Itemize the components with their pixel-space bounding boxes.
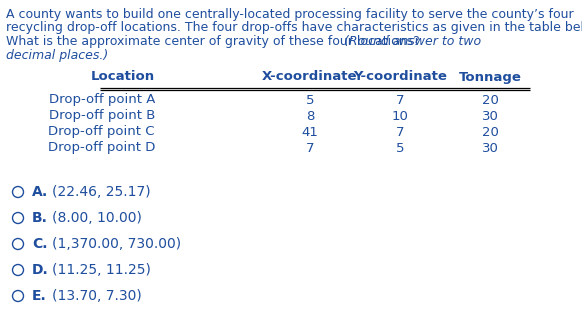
Text: recycling drop-off locations. The four drop-offs have characteristics as given i: recycling drop-off locations. The four d…	[6, 22, 582, 34]
Text: 5: 5	[306, 93, 314, 107]
Text: (8.00, 10.00): (8.00, 10.00)	[52, 211, 142, 225]
Text: 7: 7	[396, 93, 404, 107]
Text: What is the approximate center of gravity of these four locations?: What is the approximate center of gravit…	[6, 35, 424, 48]
Text: 8: 8	[306, 110, 314, 122]
Text: Drop-off point D: Drop-off point D	[48, 141, 155, 155]
Text: B.: B.	[32, 211, 48, 225]
Text: (1,370.00, 730.00): (1,370.00, 730.00)	[52, 237, 181, 251]
Text: 7: 7	[396, 125, 404, 138]
Text: 5: 5	[396, 141, 404, 155]
Text: (Round answer to two: (Round answer to two	[345, 35, 481, 48]
Text: E.: E.	[32, 289, 47, 303]
Text: A.: A.	[32, 185, 48, 199]
Text: 10: 10	[392, 110, 409, 122]
Text: (13.70, 7.30): (13.70, 7.30)	[52, 289, 142, 303]
Text: 30: 30	[481, 141, 498, 155]
Text: 20: 20	[481, 125, 498, 138]
Text: D.: D.	[32, 263, 49, 277]
Text: A county wants to build one centrally-located processing facility to serve the c: A county wants to build one centrally-lo…	[6, 8, 574, 21]
Text: Location: Location	[91, 71, 155, 83]
Text: Y-coordinate: Y-coordinate	[353, 71, 447, 83]
Text: 30: 30	[481, 110, 498, 122]
Text: 20: 20	[481, 93, 498, 107]
Text: 7: 7	[306, 141, 314, 155]
Text: (11.25, 11.25): (11.25, 11.25)	[52, 263, 151, 277]
Text: C.: C.	[32, 237, 48, 251]
Text: Drop-off point C: Drop-off point C	[48, 125, 155, 138]
Text: X-coordinate: X-coordinate	[262, 71, 358, 83]
Text: (22.46, 25.17): (22.46, 25.17)	[52, 185, 151, 199]
Text: Drop-off point B: Drop-off point B	[49, 110, 155, 122]
Text: 41: 41	[301, 125, 318, 138]
Text: Drop-off point A: Drop-off point A	[49, 93, 155, 107]
Text: decimal places.): decimal places.)	[6, 49, 108, 62]
Text: Tonnage: Tonnage	[459, 71, 521, 83]
